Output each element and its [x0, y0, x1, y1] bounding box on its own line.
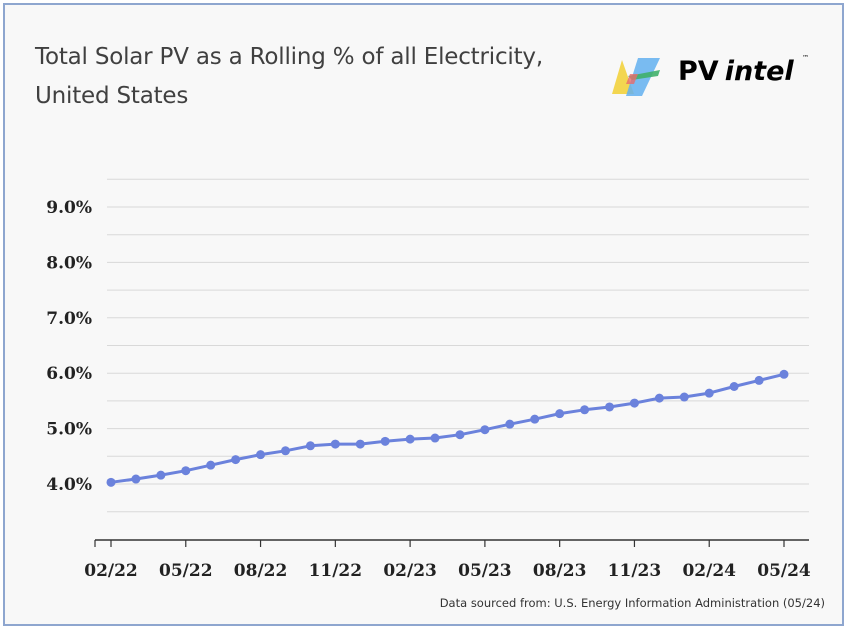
- data-point: [704, 388, 714, 398]
- chart-gridlines: [107, 178, 809, 513]
- logo-text: PV intel: [678, 56, 794, 87]
- x-tick-label: 05/22: [159, 561, 213, 581]
- x-tick-label: 02/24: [682, 561, 736, 581]
- data-point: [754, 375, 764, 385]
- title-line-2: United States: [35, 83, 189, 109]
- data-point: [779, 369, 789, 379]
- data-point: [355, 439, 365, 449]
- x-tick-label: 05/24: [757, 561, 811, 581]
- y-tick-label: 9.0%: [46, 198, 92, 218]
- x-tick-label: 05/23: [458, 561, 512, 581]
- data-point: [605, 402, 615, 412]
- data-point: [131, 474, 141, 484]
- y-tick-label: 4.0%: [46, 475, 92, 495]
- x-tick-label: 02/23: [383, 561, 437, 581]
- x-axis: 02/22 05/22 08/22 11/22 02/23 05/23 08/23 11/23…: [84, 539, 811, 581]
- chart-series: [106, 369, 789, 487]
- data-point: [405, 434, 415, 444]
- logo-text-intel: intel: [724, 56, 794, 87]
- data-point: [430, 433, 440, 443]
- pv-intel-logo: PV intel ™: [608, 54, 823, 104]
- data-point: [206, 460, 216, 470]
- data-point: [256, 450, 266, 460]
- y-tick-label: 5.0%: [46, 420, 92, 440]
- data-point: [679, 392, 689, 402]
- data-point: [530, 414, 540, 424]
- chart-title: Total Solar PV as a Rolling % of all Ele…: [35, 38, 595, 116]
- data-point: [654, 393, 664, 403]
- logo-trademark: ™: [802, 54, 809, 62]
- y-axis-ticks: 4.0% 5.0% 6.0% 7.0% 8.0% 9.0%: [46, 198, 92, 495]
- data-point: [380, 436, 390, 446]
- data-point: [555, 409, 565, 419]
- data-point: [729, 381, 739, 391]
- chart-frame: [3, 3, 844, 626]
- series-line: [110, 372, 785, 484]
- data-point: [280, 446, 290, 456]
- data-point: [629, 398, 639, 408]
- logo-text-pv: PV: [678, 56, 719, 87]
- data-source-note: Data sourced from: U.S. Energy Informati…: [439, 596, 825, 610]
- y-tick-label: 8.0%: [46, 253, 92, 273]
- data-point: [305, 441, 315, 451]
- title-line-1: Total Solar PV as a Rolling % of all Ele…: [35, 44, 543, 70]
- data-point: [156, 470, 166, 480]
- data-point: [455, 430, 465, 440]
- data-point: [181, 466, 191, 476]
- data-point: [330, 439, 340, 449]
- data-point: [231, 455, 241, 465]
- data-point: [480, 425, 490, 435]
- y-tick-label: 7.0%: [46, 309, 92, 329]
- x-tick-label: 08/23: [533, 561, 587, 581]
- data-point: [505, 419, 515, 429]
- x-tick-label: 11/23: [608, 561, 662, 581]
- x-tick-label: 08/22: [234, 561, 288, 581]
- x-tick-label: 11/22: [309, 561, 363, 581]
- data-point: [580, 405, 590, 415]
- x-tick-label: 02/22: [84, 561, 138, 581]
- pv-intel-logo-icon: [612, 58, 660, 96]
- y-tick-label: 6.0%: [46, 364, 92, 384]
- data-point: [106, 477, 116, 487]
